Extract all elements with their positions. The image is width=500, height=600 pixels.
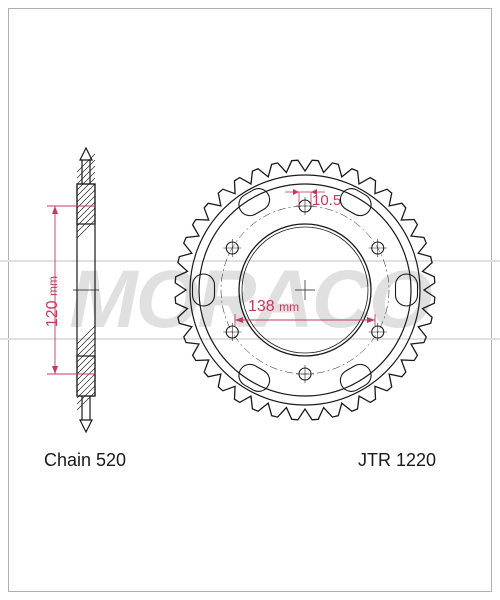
technical-drawing [0,0,500,600]
